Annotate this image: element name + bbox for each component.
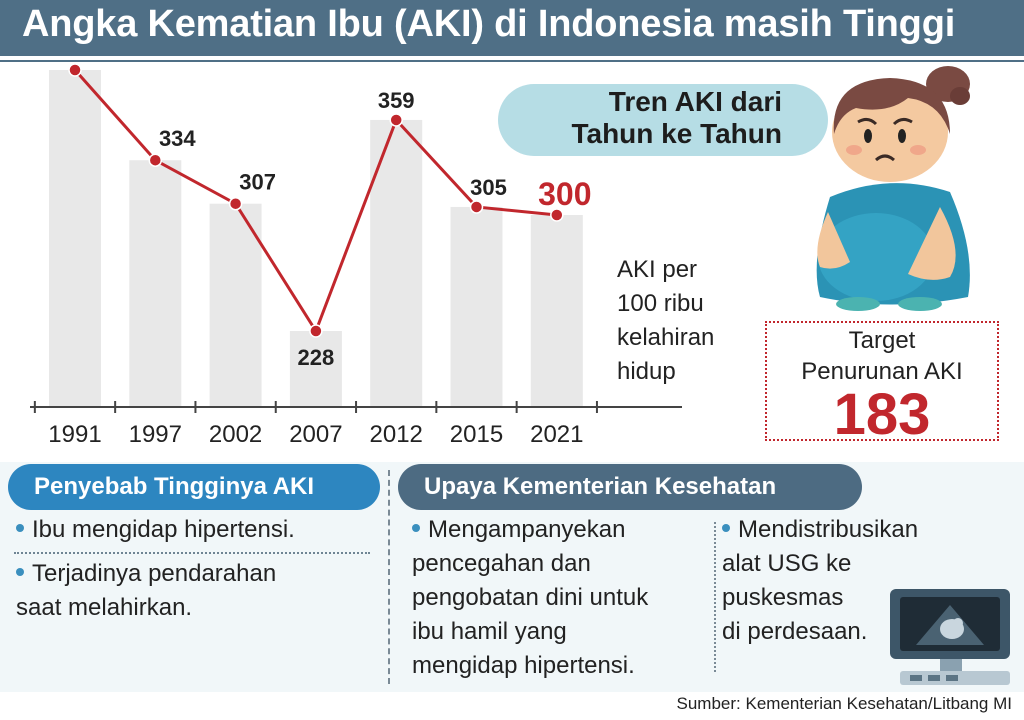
- cause-item-text: Terjadinya pendarahan saat melahirkan.: [16, 560, 277, 621]
- data-point: [469, 200, 484, 214]
- bullet-icon: [412, 523, 420, 532]
- causes-divider: [14, 552, 370, 554]
- target-label-line2: Penurunan AKI: [801, 358, 963, 385]
- x-tick-label: 2002: [209, 421, 262, 448]
- title-bar: Angka Kematian Ibu (AKI) di Indonesia ma…: [0, 0, 1024, 56]
- x-tick-label: 1991: [48, 421, 101, 448]
- data-point: [389, 113, 403, 127]
- section-divider: [388, 470, 390, 684]
- bar: [289, 331, 342, 407]
- source-note: Sumber: Kementerian Kesehatan/Litbang MI: [676, 694, 1012, 713]
- effort-item: Mendistribusikan alat USG ke puskesmas d…: [722, 513, 962, 649]
- effort-item: Mengampanyekan pencegahan dan pengobatan…: [412, 513, 712, 683]
- bar: [209, 203, 262, 407]
- data-label: 359: [378, 88, 415, 113]
- data-label: 307: [239, 170, 276, 195]
- page-title: Angka Kematian Ibu (AKI) di Indonesia ma…: [22, 3, 956, 45]
- data-label: 305: [470, 175, 507, 200]
- data-label: 228: [298, 345, 335, 370]
- trend-label-line1: Tren AKI dari: [608, 86, 782, 117]
- unit-label-line: kelahiran: [617, 324, 715, 351]
- data-point: [550, 208, 564, 222]
- data-label: 390: [48, 62, 101, 65]
- cause-item-text: Ibu mengidap hipertensi.: [32, 516, 295, 543]
- bar: [530, 215, 583, 407]
- unit-label-line: AKI per: [617, 256, 698, 283]
- data-point: [309, 324, 323, 338]
- x-tick-label: 2007: [289, 421, 342, 448]
- pregnant-woman-illustration: [816, 66, 970, 311]
- trend-label-line2: Tahun ke Tahun: [571, 118, 782, 149]
- chart-unit-label: AKI per 100 ribu kelahiran hidup: [617, 253, 747, 389]
- x-tick-label: 2012: [370, 421, 423, 448]
- title-divider: [0, 60, 1024, 62]
- bullet-icon: [722, 523, 730, 532]
- bar: [49, 70, 101, 407]
- cause-item: Terjadinya pendarahan saat melahirkan.: [16, 557, 376, 625]
- aki-line-chart: 390 334 307 228 359 305 300 1991 1997 2002 2007 201…: [30, 62, 682, 448]
- bar: [129, 160, 182, 407]
- data-label: 300: [538, 176, 591, 212]
- efforts-divider: [714, 522, 716, 672]
- data-label: 334: [159, 126, 196, 151]
- unit-label-line: 100 ribu: [617, 290, 704, 317]
- x-tick-label: 2021: [530, 421, 583, 448]
- unit-label-line: hidup: [617, 358, 676, 385]
- target-value: 183: [833, 382, 931, 447]
- data-point: [68, 63, 82, 77]
- cause-item: Ibu mengidap hipertensi.: [16, 513, 295, 547]
- data-point: [148, 153, 163, 167]
- trend-label: Tren AKI dari Tahun ke Tahun: [498, 84, 828, 156]
- x-tick-label: 1997: [129, 421, 182, 448]
- bullet-icon: [16, 567, 24, 576]
- data-point: [228, 196, 243, 211]
- bullet-icon: [16, 523, 24, 532]
- x-tick-label: 2015: [450, 421, 503, 448]
- target-label-line1: Target: [848, 327, 916, 354]
- effort-item-text: Mendistribusikan alat USG ke puskesmas d…: [722, 516, 919, 645]
- bar: [450, 206, 503, 407]
- ultrasound-monitor-icon: [890, 589, 1010, 685]
- causes-heading: Penyebab Tingginya AKI: [8, 464, 380, 510]
- target-box: Target Penurunan AKI 183: [765, 321, 999, 445]
- efforts-heading: Upaya Kementerian Kesehatan: [398, 464, 862, 510]
- bar: [370, 119, 423, 407]
- effort-item-text: Mengampanyekan pencegahan dan pengobatan…: [412, 516, 649, 679]
